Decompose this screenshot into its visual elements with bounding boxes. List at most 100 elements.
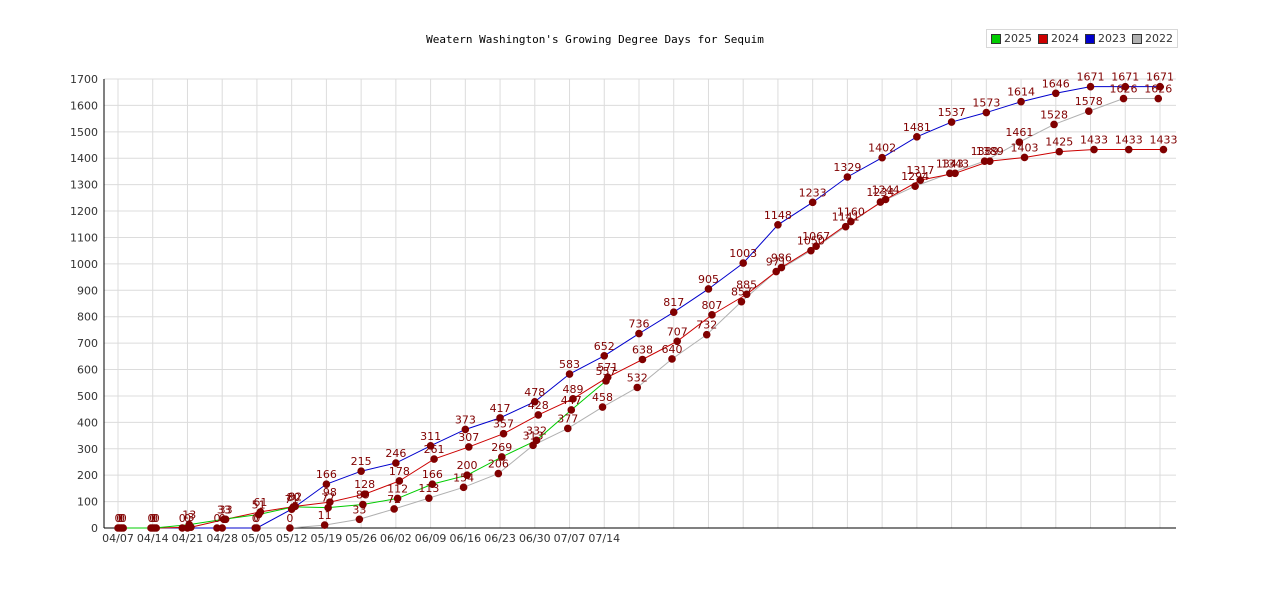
data-point-2025 xyxy=(532,436,541,445)
legend-swatch-2022 xyxy=(1132,33,1142,44)
data-point-2024 xyxy=(951,169,959,178)
x-tick-label: 07/14 xyxy=(588,532,620,545)
data-label-2023: 0 xyxy=(184,512,191,525)
legend-item-2023[interactable]: 2023 xyxy=(1085,32,1126,45)
data-point-2023 xyxy=(322,480,331,488)
data-point-2024 xyxy=(847,217,855,226)
data-label-2023: 246 xyxy=(385,447,406,460)
data-point-2022 xyxy=(702,330,711,339)
data-label-2024: 638 xyxy=(632,343,653,356)
data-point-2023 xyxy=(774,220,782,229)
data-label-2025: 557 xyxy=(596,365,617,378)
data-point-2023 xyxy=(808,198,817,207)
data-label-2022: 1578 xyxy=(1075,95,1103,108)
data-point-2024 xyxy=(395,477,404,485)
data-label-2022: 458 xyxy=(592,391,613,404)
data-point-2024 xyxy=(881,195,890,204)
data-label-2024: 489 xyxy=(563,383,584,396)
data-point-2023 xyxy=(843,173,852,181)
data-label-2024: 357 xyxy=(493,418,514,431)
data-point-2023 xyxy=(565,370,574,378)
data-point-2024 xyxy=(499,429,508,438)
data-point-2022 xyxy=(1084,107,1093,116)
data-label-2023: 373 xyxy=(455,413,476,426)
data-point-2025 xyxy=(289,503,298,511)
data-point-2023 xyxy=(1017,97,1025,106)
data-label-2022: 640 xyxy=(661,343,682,356)
data-point-2024 xyxy=(569,395,577,403)
data-point-2022 xyxy=(563,424,572,433)
data-point-2025 xyxy=(428,480,437,488)
legend-label-2022: 2022 xyxy=(1145,32,1173,45)
y-tick-label: 200 xyxy=(77,469,98,482)
y-tick-label: 400 xyxy=(77,416,98,429)
legend-item-2025[interactable]: 2025 xyxy=(991,32,1032,45)
data-point-2025 xyxy=(254,510,263,519)
data-point-2025 xyxy=(393,494,402,503)
y-tick-label: 300 xyxy=(77,443,98,456)
data-point-2025 xyxy=(324,503,332,512)
data-point-2024 xyxy=(812,242,820,250)
x-tick-label: 04/14 xyxy=(137,532,169,545)
data-label-2025: 166 xyxy=(422,468,443,481)
y-tick-label: 1400 xyxy=(70,152,98,165)
data-label-2023: 1481 xyxy=(903,121,931,134)
legend-label-2023: 2023 xyxy=(1098,32,1126,45)
legend-item-2024[interactable]: 2024 xyxy=(1038,32,1079,45)
data-label-2023: 417 xyxy=(490,402,511,415)
data-label-2023: 1671 xyxy=(1111,71,1139,84)
x-tick-label: 05/26 xyxy=(345,532,377,545)
data-point-2024 xyxy=(1090,145,1098,154)
data-point-2023 xyxy=(392,459,400,467)
data-label-2023: 1646 xyxy=(1042,77,1070,90)
data-point-2024 xyxy=(638,355,647,364)
data-point-2023 xyxy=(947,118,956,126)
data-label-2022: 1389 xyxy=(971,145,999,158)
data-point-2022 xyxy=(841,222,850,231)
data-label-2025: 112 xyxy=(387,482,408,495)
data-point-2024 xyxy=(430,455,438,463)
legend-swatch-2024 xyxy=(1038,33,1048,44)
y-tick-label: 900 xyxy=(77,284,98,297)
data-label-2023: 1614 xyxy=(1007,86,1035,99)
data-point-2022 xyxy=(459,483,468,492)
data-label-2023: 478 xyxy=(524,386,545,399)
data-point-2025 xyxy=(220,515,228,524)
legend-swatch-2023 xyxy=(1085,33,1095,44)
data-label-2025: 332 xyxy=(526,424,547,437)
data-label-2023: 166 xyxy=(316,468,337,481)
data-point-2025 xyxy=(185,520,194,529)
data-point-2024 xyxy=(673,337,682,346)
data-label-2025: 0 xyxy=(151,512,158,525)
y-tick-label: 1500 xyxy=(70,126,98,139)
legend-item-2022[interactable]: 2022 xyxy=(1132,32,1173,45)
data-point-2023 xyxy=(704,285,713,293)
data-label-2022: 532 xyxy=(627,371,648,384)
x-tick-label: 05/19 xyxy=(311,532,343,545)
data-label-2023: 905 xyxy=(698,273,719,286)
data-label-2025: 89 xyxy=(356,488,370,501)
data-label-2024: 98 xyxy=(323,486,337,499)
y-tick-label: 1000 xyxy=(70,258,98,271)
chart-title: Weatern Washington's Growing Degree Days… xyxy=(426,33,764,46)
data-label-2023: 0 xyxy=(253,512,260,525)
data-point-2024 xyxy=(534,411,543,419)
data-point-2022 xyxy=(390,505,398,513)
data-point-2022 xyxy=(529,441,537,450)
data-label-2022: 1461 xyxy=(1005,126,1033,139)
data-label-2023: 0 xyxy=(115,512,122,525)
data-label-2022: 11 xyxy=(318,509,332,522)
data-label-2022: 377 xyxy=(557,412,578,425)
data-label-2023: 1148 xyxy=(764,209,792,222)
data-label-2024: 3 xyxy=(187,511,194,524)
x-tick-label: 05/12 xyxy=(276,532,308,545)
data-label-2022: 1234 xyxy=(866,186,894,199)
data-label-2024: 61 xyxy=(253,496,267,509)
data-point-2023 xyxy=(496,414,504,422)
data-label-2024: 1433 xyxy=(1149,134,1177,147)
data-label-2024: 1067 xyxy=(802,230,830,243)
data-label-2022: 1343 xyxy=(936,157,964,170)
data-point-2024 xyxy=(986,157,994,165)
data-point-2025 xyxy=(359,500,367,509)
